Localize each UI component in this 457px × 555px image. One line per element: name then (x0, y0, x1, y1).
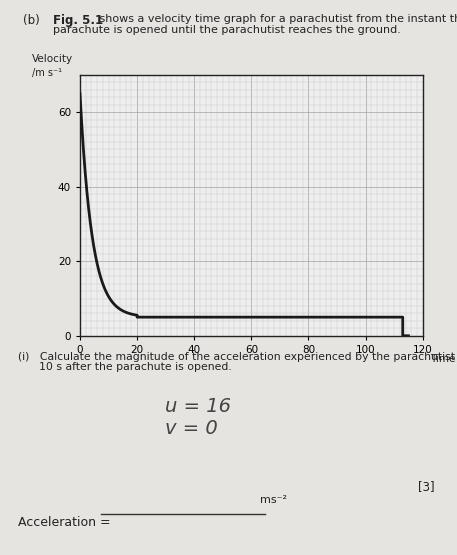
Text: Fig. 5.1: Fig. 5.1 (53, 14, 103, 27)
Text: v = 0: v = 0 (165, 419, 217, 438)
Text: u = 16: u = 16 (165, 397, 230, 416)
Text: /m s⁻¹: /m s⁻¹ (32, 68, 62, 78)
Text: (b): (b) (23, 14, 43, 27)
Text: ms⁻²: ms⁻² (260, 495, 287, 505)
Text: Acceleration =: Acceleration = (18, 516, 115, 529)
Text: shows a velocity time graph for a parachutist from the instant the: shows a velocity time graph for a parach… (96, 14, 457, 24)
Text: [3]: [3] (418, 480, 434, 493)
Text: parachute is opened until the parachutist reaches the ground.: parachute is opened until the parachutis… (53, 25, 400, 35)
Text: Time /s: Time /s (430, 354, 457, 364)
Text: (i)   Calculate the magnitude of the acceleration experienced by the parachutist: (i) Calculate the magnitude of the accel… (18, 352, 455, 362)
Text: Velocity: Velocity (32, 54, 73, 64)
Text: 10 s after the parachute is opened.: 10 s after the parachute is opened. (18, 362, 232, 372)
